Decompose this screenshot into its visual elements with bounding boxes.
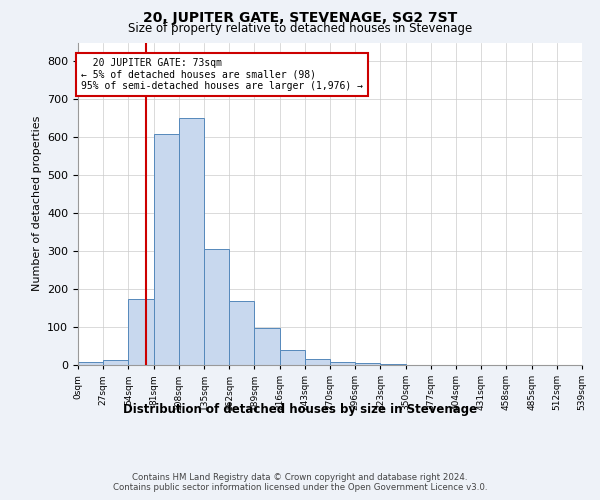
Bar [330, 362, 355, 365]
Bar [103, 360, 128, 365]
Text: Size of property relative to detached houses in Stevenage: Size of property relative to detached ho… [128, 22, 472, 35]
Bar [179, 118, 204, 365]
Bar [305, 360, 330, 365]
Text: 20 JUPITER GATE: 73sqm  
← 5% of detached houses are smaller (98)
95% of semi-de: 20 JUPITER GATE: 73sqm ← 5% of detached … [81, 58, 363, 91]
Bar [355, 364, 380, 365]
Bar [78, 362, 103, 365]
Text: Distribution of detached houses by size in Stevenage: Distribution of detached houses by size … [123, 402, 477, 415]
Bar [280, 350, 305, 365]
Text: Contains public sector information licensed under the Open Government Licence v3: Contains public sector information licen… [113, 482, 487, 492]
Bar [229, 300, 254, 365]
Text: Contains HM Land Registry data © Crown copyright and database right 2024.: Contains HM Land Registry data © Crown c… [132, 472, 468, 482]
Bar [128, 298, 154, 365]
Bar [254, 328, 280, 365]
Bar [380, 364, 406, 365]
Text: 20, JUPITER GATE, STEVENAGE, SG2 7ST: 20, JUPITER GATE, STEVENAGE, SG2 7ST [143, 11, 457, 25]
Y-axis label: Number of detached properties: Number of detached properties [32, 116, 41, 292]
Bar [204, 250, 229, 365]
Bar [154, 134, 179, 365]
